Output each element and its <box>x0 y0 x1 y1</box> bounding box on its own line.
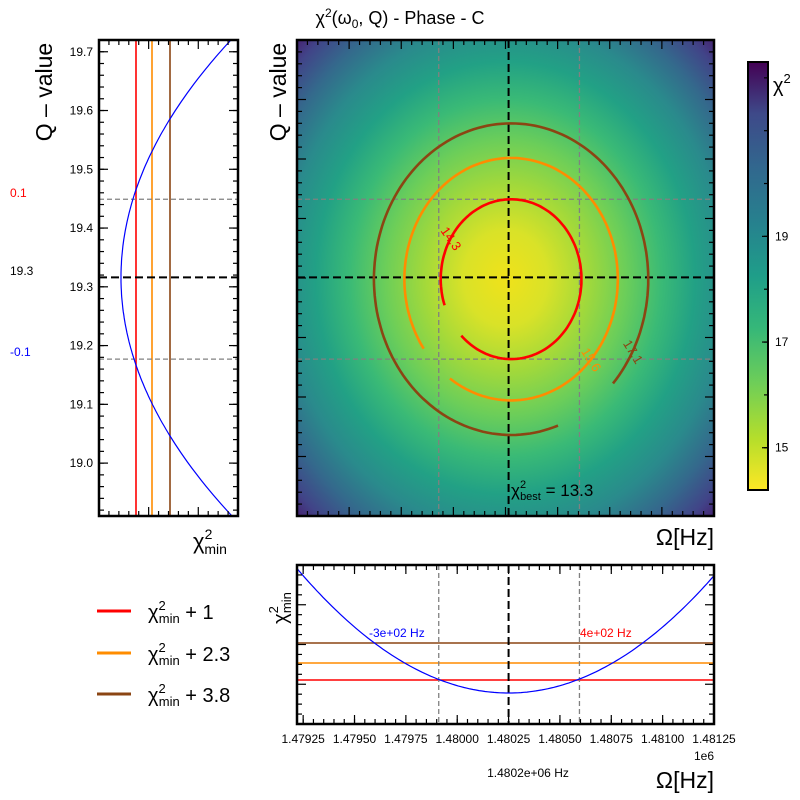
bottom-ylabel: χ2min <box>266 592 294 624</box>
left-ytick-label: 19.6 <box>70 104 94 118</box>
left-ylabel: Q – value <box>31 43 57 141</box>
main-panel: χ2 best = 13.3 Q – value Ω[Hz] 14.315.6 17… <box>265 38 716 550</box>
left-ytick-label: 19.3 <box>70 280 94 294</box>
colorbar-label: χ2 <box>773 71 791 97</box>
chi2-best-label: χ2 best = 13.3 <box>511 479 593 503</box>
bottom-lines <box>297 565 714 724</box>
legend-label: χ2 min + 1 <box>148 598 214 626</box>
colorbar-ticks: 15 17 19 <box>762 77 789 455</box>
left-ytick-label: 19.2 <box>70 339 94 353</box>
bottom-xtick-label: 1.48100 <box>641 732 685 746</box>
legend-entry-1: χ2 min + 2.3 <box>97 640 230 668</box>
bottom-xtick-label: 1.47950 <box>333 732 377 746</box>
colorbar-tick-label: 19 <box>775 229 789 243</box>
bottom-xtick-label: 1.47925 <box>281 732 325 746</box>
bottom-parabola <box>297 567 714 694</box>
bottom-xtick-label: 1.48050 <box>538 732 582 746</box>
bottom-xtick-label: 1.48125 <box>692 732 736 746</box>
left-xlabel: χ2 min <box>193 526 227 557</box>
bottom-xlabel: Ω[Hz] <box>656 767 714 793</box>
left-plus-label: 0.1 <box>10 186 27 200</box>
colorbar-tick-label: 15 <box>775 441 789 455</box>
colorbar-tick-label: 17 <box>775 335 789 349</box>
colorbar: 15 17 19 χ2 <box>747 61 791 491</box>
contour-14.3 <box>439 198 583 361</box>
left-lines <box>99 40 238 516</box>
legend-entry-2: χ2 min + 3.8 <box>97 681 230 709</box>
bottom-frame <box>295 563 716 726</box>
legend-entry-0: χ2 min + 1 <box>97 598 214 626</box>
bottom-center-label: 1.4802e+06 Hz <box>487 766 569 780</box>
left-parabola <box>120 40 233 516</box>
legend: χ2 min + 1 χ2 min + 2.3 χ2 min + 3.8 <box>97 598 230 709</box>
contour-group <box>372 122 650 437</box>
left-ytick-label: 19.7 <box>70 45 94 59</box>
bottom-xtick-label: 1.48025 <box>487 732 531 746</box>
main-xlabel: Ω[Hz] <box>656 524 714 550</box>
main-frame <box>295 38 716 518</box>
colorbar-bar <box>747 61 769 491</box>
left-panel: 19.0 19.1 19.2 19.3 19.4 19.5 19.6 19.7 Q – val… <box>10 38 240 557</box>
main-ylabel: Q – value <box>265 43 291 141</box>
bottom-panel: 1.47925 1.47950 1.47975 1.48000 1.48025 1.480… <box>266 563 736 793</box>
left-minus-label: -0.1 <box>10 345 31 359</box>
bottom-multiplier: 1e6 <box>694 749 714 763</box>
legend-label: χ2 min + 3.8 <box>148 681 230 709</box>
legend-label: χ2 min + 2.3 <box>148 640 230 668</box>
bottom-plus-annotation: 4e+02 Hz <box>580 626 632 640</box>
bottom-xtick-label: 1.48000 <box>436 732 480 746</box>
bottom-xtick-label: 1.47975 <box>384 732 428 746</box>
chart-title: χ2(ω0, Q) - Phase - C <box>316 6 485 31</box>
left-ytick-label: 19.4 <box>70 221 94 235</box>
contour-17.1 <box>372 122 650 437</box>
left-ytick-label: 19.1 <box>70 397 94 411</box>
left-center-label: 19.3 <box>10 264 34 278</box>
left-ytick-label: 19.5 <box>70 162 94 176</box>
contour-15.6 <box>403 156 620 402</box>
left-ytick-label: 19.0 <box>70 456 94 470</box>
left-frame <box>97 38 240 518</box>
bottom-minus-annotation: -3e+02 Hz <box>369 626 425 640</box>
bottom-xtick-label: 1.48075 <box>590 732 634 746</box>
